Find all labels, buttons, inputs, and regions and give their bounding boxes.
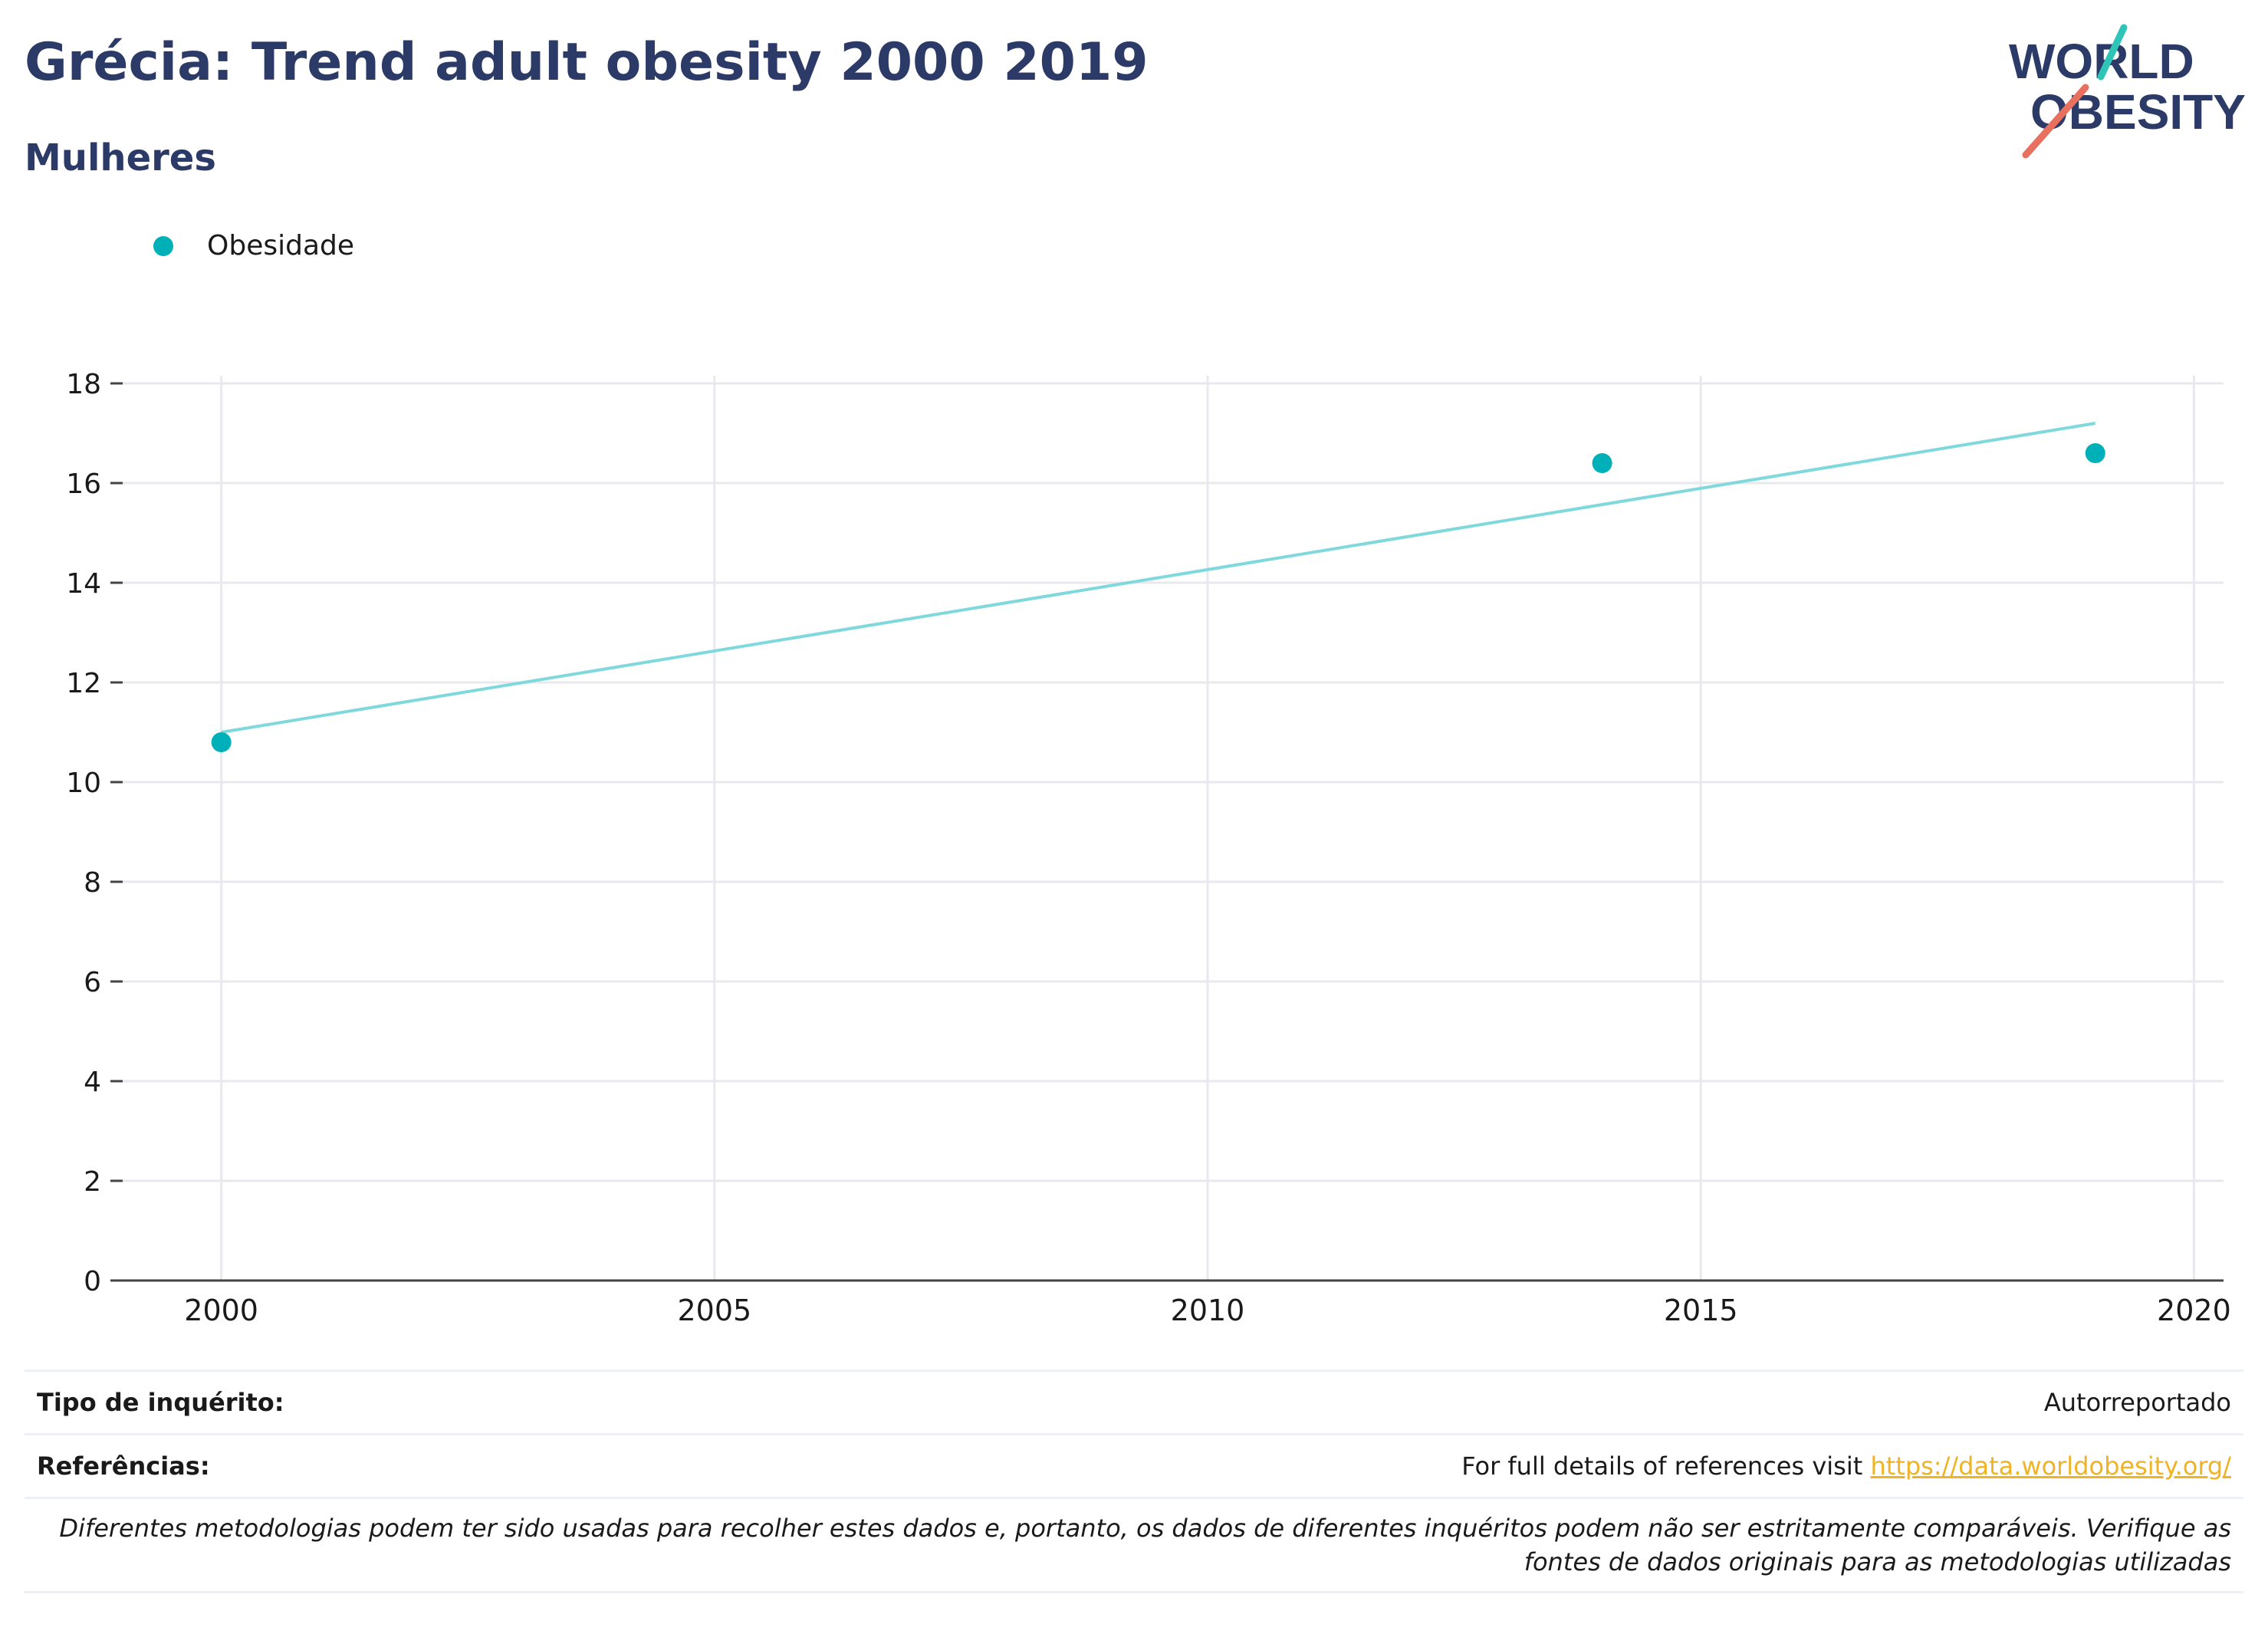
obesity-trend-chart: 0 2 4 6 8 10 12 14 16 18 2000 2005 2010 2015 2020 [66, 369, 2231, 1327]
chart-legend: Obesidade [153, 230, 354, 261]
survey-type-label: Tipo de inquérito: [37, 1388, 284, 1417]
tick-labels: 0 2 4 6 8 10 12 14 16 18 2000 2005 2010 2015 2020 [66, 369, 2231, 1327]
y-tick-label: 10 [66, 768, 101, 799]
logo-slash-teal [2097, 24, 2128, 81]
data-points [211, 443, 2105, 752]
survey-type-value: Autorreportado [2043, 1388, 2231, 1417]
y-tick-label: 4 [84, 1067, 101, 1098]
data-point [2085, 443, 2105, 463]
logo-slash-coral [2022, 84, 2089, 159]
y-tick-label: 16 [66, 469, 101, 500]
y-tick-label: 6 [84, 967, 101, 998]
page-title: Grécia: Trend adult obesity 2000 2019 [25, 32, 1149, 93]
data-point [1592, 453, 1612, 473]
y-tick-label: 0 [84, 1266, 101, 1297]
chart-axes [110, 382, 2224, 1282]
methodology-note: Diferentes metodologias podem ter sido u… [59, 1514, 2231, 1576]
references-label: Referências: [37, 1452, 210, 1481]
legend-marker-obesidade [153, 235, 173, 256]
x-tick-label: 2000 [184, 1294, 258, 1327]
chart-grid [123, 376, 2224, 1281]
y-tick-label: 18 [66, 369, 101, 400]
references-link[interactable]: https://data.worldobesity.org/ [1870, 1452, 2231, 1481]
x-tick-label: 2020 [2157, 1294, 2231, 1327]
y-tick-label: 12 [66, 668, 101, 699]
x-tick-label: 2010 [1171, 1294, 1245, 1327]
references-row: Referências: For full details of referen… [25, 1433, 2243, 1497]
trendline [221, 422, 2096, 734]
page-subtitle: Mulheres [25, 136, 216, 179]
references-value: For full details of references visit htt… [1461, 1452, 2231, 1481]
world-obesity-logo: WORLD OBESITY [2009, 24, 2246, 159]
survey-type-row: Tipo de inquérito: Autorreportado [25, 1369, 2243, 1433]
y-tick-label: 2 [84, 1166, 101, 1198]
x-tick-label: 2005 [677, 1294, 751, 1327]
trendline-group [221, 422, 2096, 734]
references-text: For full details of references visit [1461, 1452, 1871, 1481]
y-tick-label: 14 [66, 568, 101, 600]
logo-word-world: WORLD [2009, 34, 2194, 89]
y-tick-label: 8 [84, 867, 101, 899]
data-point [211, 732, 232, 752]
x-tick-label: 2015 [1664, 1294, 1738, 1327]
chart-footer: Tipo de inquérito: Autorreportado Referê… [25, 1369, 2243, 1593]
methodology-note-row: Diferentes metodologias podem ter sido u… [25, 1497, 2243, 1593]
legend-label-obesidade: Obesidade [207, 230, 355, 261]
